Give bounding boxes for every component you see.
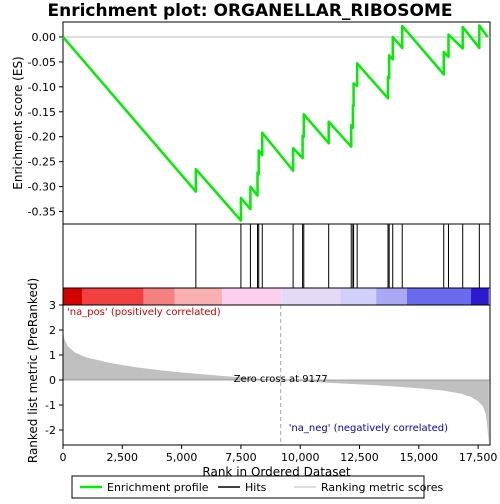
xtick-label: 0 (60, 451, 67, 464)
xtick-label: 10,000 (281, 451, 320, 464)
gradient-segment (63, 288, 82, 305)
metric-ytick-label: 0 (49, 374, 56, 387)
metric-panel: 3 2 1 0 -1 -2 0 2,500 5,000 7,500 10,000 12,500 15,0… (26, 278, 497, 479)
es-ytick-label: 0.00 (32, 31, 57, 44)
gradient-segment (81, 288, 144, 305)
gradient-segment (221, 288, 282, 305)
es-ytick-label: -0.15 (28, 106, 56, 119)
gradient-segment (281, 288, 341, 305)
es-ytick-label: -0.30 (28, 181, 56, 194)
legend-label: Hits (245, 481, 267, 494)
es-ytick-label: -0.20 (28, 131, 56, 144)
es-ytick-label: -0.10 (28, 81, 56, 94)
gradient-segment (471, 288, 489, 305)
es-ytick-label: -0.05 (28, 56, 56, 69)
es-ytick-label: -0.25 (28, 156, 56, 169)
xtick-label: 15,000 (400, 451, 439, 464)
metric-ytick-label: 2 (49, 324, 56, 337)
metric-ytick-label: -2 (45, 424, 56, 437)
metric-frame (62, 304, 491, 446)
pos-correlated-label: 'na_pos' (positively correlated) (67, 307, 221, 318)
zero-cross-label: Zero cross at 9177 (234, 374, 328, 385)
xtick-label: 12,500 (340, 451, 379, 464)
neg-correlated-label: 'na_neg' (negatively correlated) (289, 423, 448, 434)
gradient-segment (340, 288, 377, 305)
legend: Enrichment profile Hits Ranking metric sco… (71, 475, 443, 499)
es-ylabel: Enrichment score (ES) (11, 56, 25, 189)
metric-ytick-label: 3 (49, 299, 56, 312)
es-panel: 0.00 -0.05 -0.10 -0.15 -0.20 -0.25 -0.30 -0.35 E… (11, 21, 491, 225)
metric-ytick-label: -1 (45, 399, 56, 412)
gradient-segment (406, 288, 472, 305)
gradient-segment (376, 288, 407, 305)
hits-panel (62, 223, 491, 289)
xtick-label: 7,500 (225, 451, 257, 464)
enrichment-profile-line (62, 24, 489, 222)
gradient-segment (143, 288, 175, 305)
legend-label: Ranking metric scores (321, 481, 443, 494)
hits-frame (62, 223, 491, 289)
metric-ylabel: Ranked list metric (PreRanked) (26, 278, 40, 463)
legend-label: Enrichment profile (107, 481, 209, 494)
rank-gradient-bar (62, 287, 491, 306)
xtick-label: 5,000 (166, 451, 198, 464)
metric-ytick-label: 1 (49, 349, 56, 362)
chart-title: Enrichment plot: ORGANELLAR_RIBOSOME (47, 1, 453, 21)
es-ytick-label: -0.35 (28, 206, 56, 219)
gradient-segment (174, 288, 222, 305)
legend-box (71, 475, 425, 499)
xtick-label: 17,500 (459, 451, 498, 464)
xtick-label: 2,500 (107, 451, 139, 464)
